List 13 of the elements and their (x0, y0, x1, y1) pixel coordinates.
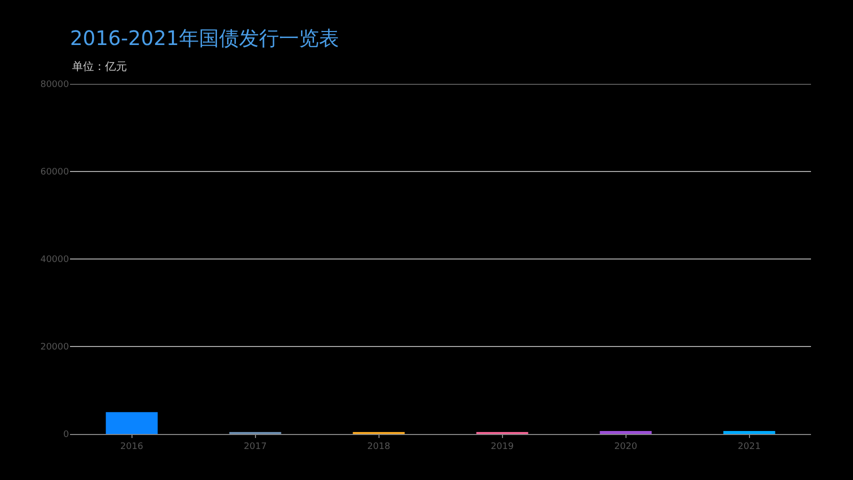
y-tick-label: 60000 (40, 168, 70, 178)
y-tick-label: 80000 (40, 80, 70, 90)
x-tick-label: 2017 (244, 442, 267, 452)
x-tick-label: 2020 (614, 442, 638, 452)
y-tick-label: 0 (63, 430, 70, 440)
y-tick-label: 20000 (40, 342, 70, 353)
y-tick-label: 40000 (40, 255, 70, 266)
x-tick-label: 2018 (367, 442, 390, 452)
x-tick-label: 2021 (738, 442, 761, 452)
chart-title: 2016-2021年国债发行一览表 (70, 26, 340, 50)
chart-subtitle: 单位：亿元 (72, 60, 127, 73)
x-tick-label: 2019 (490, 442, 514, 452)
x-tick-label: 2016 (120, 442, 144, 452)
